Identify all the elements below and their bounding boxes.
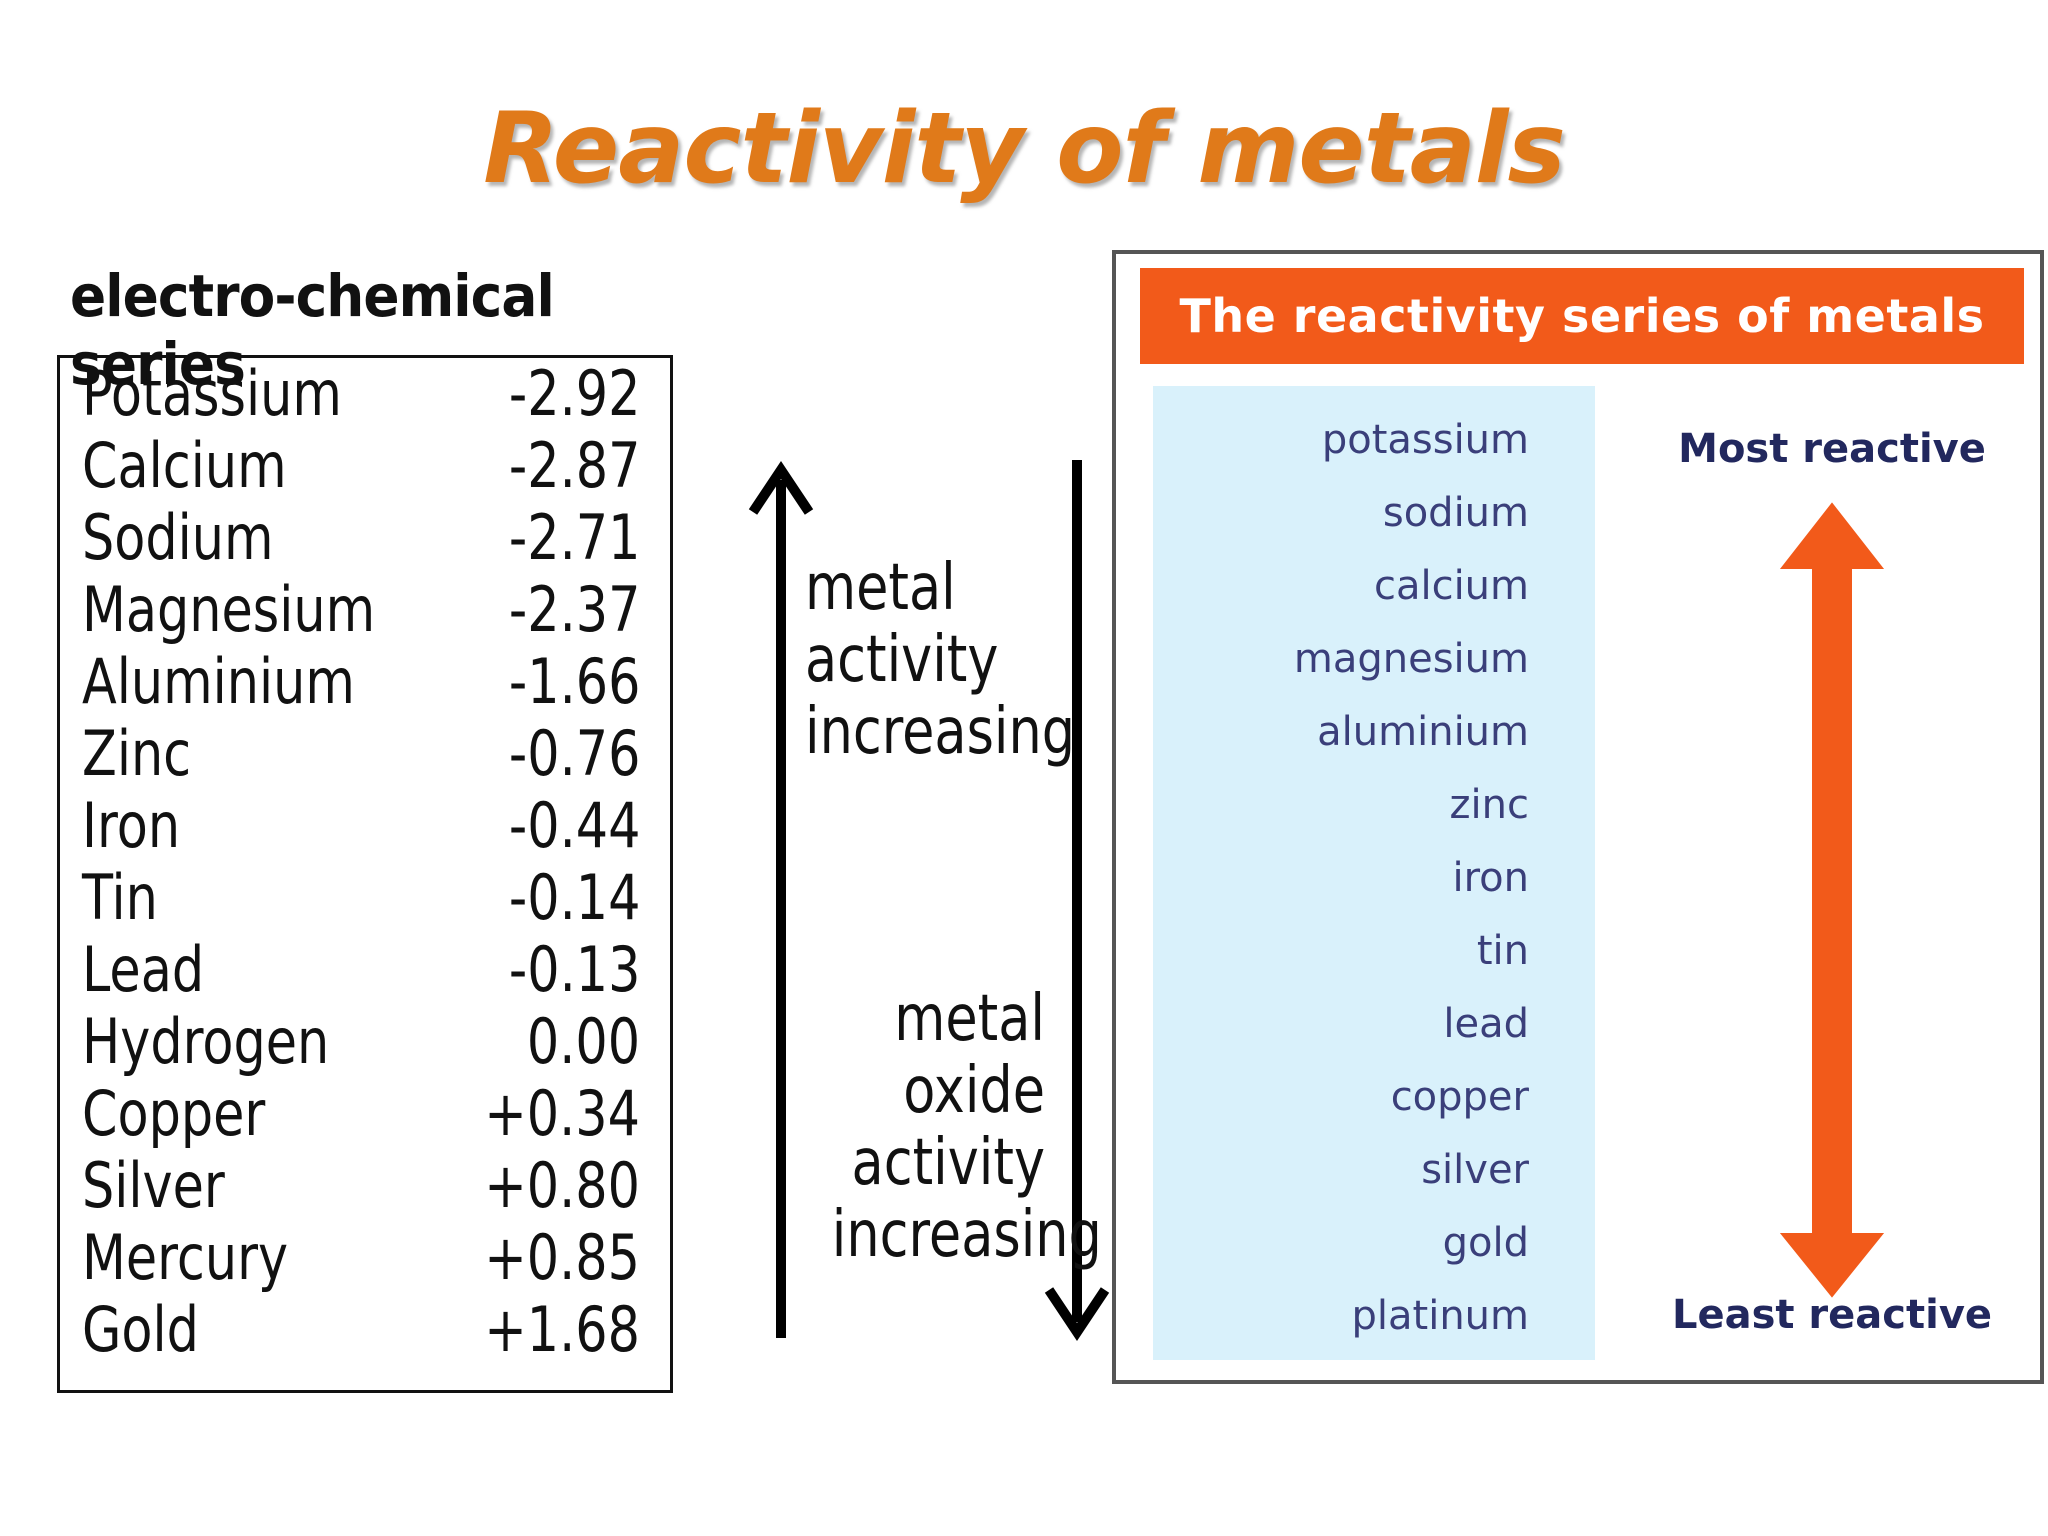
- series-potential: +0.34: [484, 1077, 640, 1150]
- metal-activity-label: metal activity increasing: [805, 552, 1075, 768]
- series-row: Sodium -2.71: [60, 502, 670, 574]
- double-arrow-icon: [1779, 502, 1885, 1298]
- series-metal: Copper: [82, 1077, 266, 1150]
- series-metal: Magnesium: [82, 573, 376, 646]
- series-metal: Zinc: [82, 717, 192, 790]
- series-potential: -1.66: [508, 645, 640, 718]
- list-item: potassium: [1321, 417, 1529, 463]
- list-item: silver: [1421, 1147, 1529, 1193]
- series-metal: Iron: [82, 789, 181, 862]
- list-item: gold: [1442, 1220, 1529, 1266]
- down-label-line: increasing: [831, 1198, 1102, 1272]
- series-row: Calcium -2.87: [60, 430, 670, 502]
- series-potential: +0.80: [484, 1149, 640, 1222]
- reactivity-series-list: potassium sodium calcium magnesium alumi…: [1153, 386, 1595, 1360]
- page-title: Reactivity of metals: [483, 92, 1566, 206]
- series-potential: 0.00: [526, 1005, 640, 1078]
- series-potential: -0.44: [508, 789, 640, 862]
- up-label-line: metal: [805, 551, 956, 625]
- series-potential: -0.14: [508, 861, 640, 934]
- series-metal: Gold: [82, 1293, 199, 1366]
- series-metal: Mercury: [82, 1221, 289, 1294]
- series-potential: -0.76: [508, 717, 640, 790]
- electro-chemical-series-table: Potassium -2.92 Calcium -2.87 Sodium -2.…: [57, 355, 673, 1393]
- list-item: calcium: [1373, 563, 1529, 609]
- series-row: Iron -0.44: [60, 790, 670, 862]
- series-row: Zinc -0.76: [60, 718, 670, 790]
- series-metal: Calcium: [82, 429, 287, 502]
- series-metal: Aluminium: [82, 645, 355, 718]
- list-item: copper: [1390, 1074, 1529, 1120]
- down-arrow-icon: [1044, 460, 1110, 1342]
- series-potential: +1.68: [484, 1293, 640, 1366]
- series-metal: Hydrogen: [82, 1005, 330, 1078]
- list-item: tin: [1476, 928, 1529, 974]
- series-metal: Silver: [82, 1149, 225, 1222]
- series-row: Lead -0.13: [60, 934, 670, 1006]
- list-item: platinum: [1351, 1293, 1529, 1339]
- series-row: Hydrogen 0.00: [60, 1006, 670, 1078]
- series-row: Tin -0.14: [60, 862, 670, 934]
- up-label-line: activity: [805, 623, 999, 697]
- list-item: sodium: [1382, 490, 1529, 536]
- series-row: Aluminium -1.66: [60, 646, 670, 718]
- down-label-line: oxide: [903, 1054, 1045, 1128]
- series-row: Potassium -2.92: [60, 358, 670, 430]
- down-label-line: metal: [894, 982, 1045, 1056]
- list-item: zinc: [1449, 782, 1529, 828]
- down-label-line: activity: [851, 1126, 1045, 1200]
- electro-chemical-series-heading: electro-chemical series: [70, 262, 555, 398]
- series-row: Gold +1.68: [60, 1294, 670, 1366]
- reactivity-series-banner: The reactivity series of metals: [1140, 268, 2024, 364]
- list-item: magnesium: [1293, 636, 1529, 682]
- series-potential: +0.85: [484, 1221, 640, 1294]
- list-item: aluminium: [1317, 709, 1529, 755]
- series-row: Silver +0.80: [60, 1150, 670, 1222]
- series-row: Mercury +0.85: [60, 1222, 670, 1294]
- series-potential: -2.87: [508, 429, 640, 502]
- series-potential: -2.92: [508, 357, 640, 430]
- series-metal: Sodium: [82, 501, 274, 574]
- series-row: Magnesium -2.37: [60, 574, 670, 646]
- series-metal: Lead: [82, 933, 205, 1006]
- series-metal: Tin: [82, 861, 158, 934]
- series-potential: -0.13: [508, 933, 640, 1006]
- list-item: iron: [1452, 855, 1529, 901]
- series-potential: -2.71: [508, 501, 640, 574]
- up-arrow-icon: [748, 460, 814, 1338]
- reactivity-series-panel: The reactivity series of metals potassiu…: [1112, 250, 2044, 1384]
- series-potential: -2.37: [508, 573, 640, 646]
- series-metal: Potassium: [82, 357, 342, 430]
- metal-oxide-activity-label: metal oxide activity increasing: [831, 982, 1102, 1272]
- series-row: Copper +0.34: [60, 1078, 670, 1150]
- up-label-line: increasing: [805, 695, 1076, 769]
- most-reactive-label: Most reactive: [1678, 426, 1986, 472]
- list-item: lead: [1443, 1001, 1529, 1047]
- least-reactive-label: Least reactive: [1671, 1292, 1993, 1338]
